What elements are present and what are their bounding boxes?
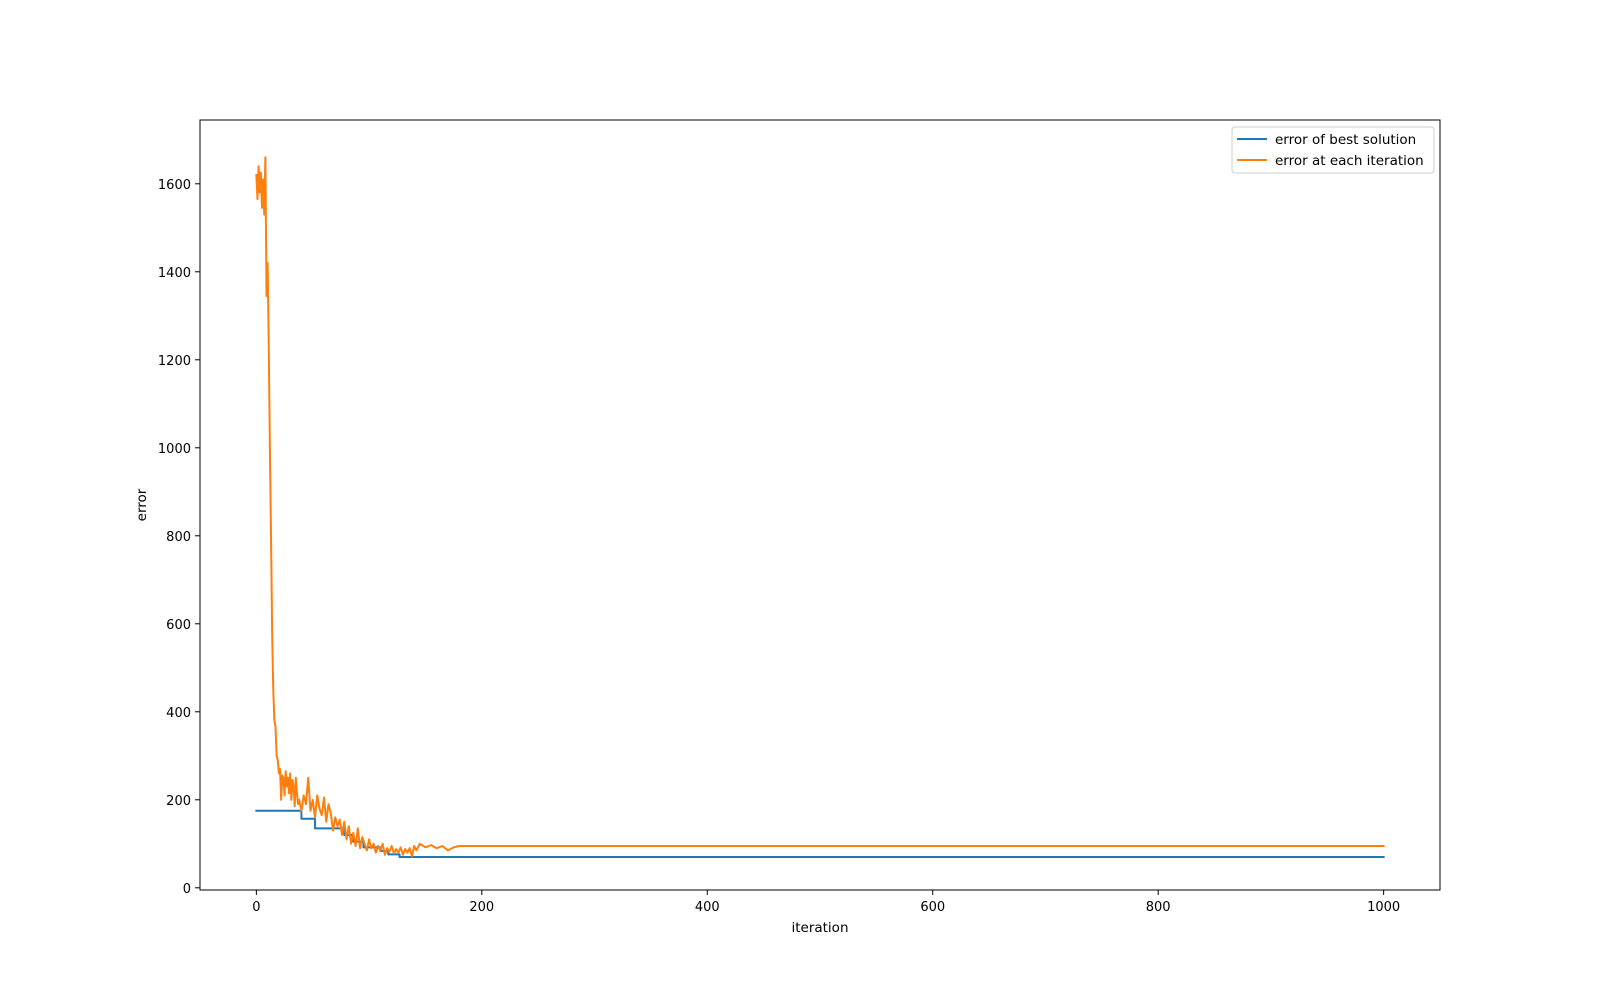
y-tick-label: 1200 bbox=[158, 354, 191, 369]
legend-box bbox=[1231, 126, 1435, 174]
y-tick-label: 200 bbox=[166, 794, 191, 809]
y-tick-label: 1400 bbox=[158, 266, 191, 281]
series-line-1 bbox=[255, 156, 1385, 858]
y-tick-label: 0 bbox=[183, 882, 191, 897]
legend-label-best: error of best solution bbox=[1275, 132, 1416, 148]
x-tick-label: 200 bbox=[469, 900, 494, 915]
legend-label-iteration: error at each iteration bbox=[1275, 153, 1424, 169]
y-axis-label: error bbox=[134, 488, 150, 521]
x-axis-ticks: 0 200 400 600 800 1000 bbox=[252, 890, 1400, 915]
plot-frame bbox=[199, 119, 1441, 891]
plot-area bbox=[199, 119, 1441, 891]
x-tick-label: 400 bbox=[695, 900, 720, 915]
y-axis-ticks: 0 200 400 600 800 1000 1200 1400 1600 bbox=[158, 178, 200, 897]
x-axis-label: iteration bbox=[791, 920, 848, 936]
x-tick-label: 0 bbox=[252, 900, 260, 915]
y-tick-label: 1600 bbox=[158, 178, 191, 193]
x-tick-label: 600 bbox=[920, 900, 945, 915]
y-tick-label: 1000 bbox=[158, 442, 191, 457]
x-tick-label: 1000 bbox=[1367, 900, 1400, 915]
x-tick-label: 800 bbox=[1146, 900, 1171, 915]
y-tick-label: 600 bbox=[166, 618, 191, 633]
y-tick-label: 400 bbox=[166, 706, 191, 721]
series-layer bbox=[255, 156, 1385, 858]
legend: error of best solution error at each ite… bbox=[1231, 126, 1435, 174]
series-line-0 bbox=[255, 809, 1385, 858]
y-tick-label: 800 bbox=[166, 530, 191, 545]
